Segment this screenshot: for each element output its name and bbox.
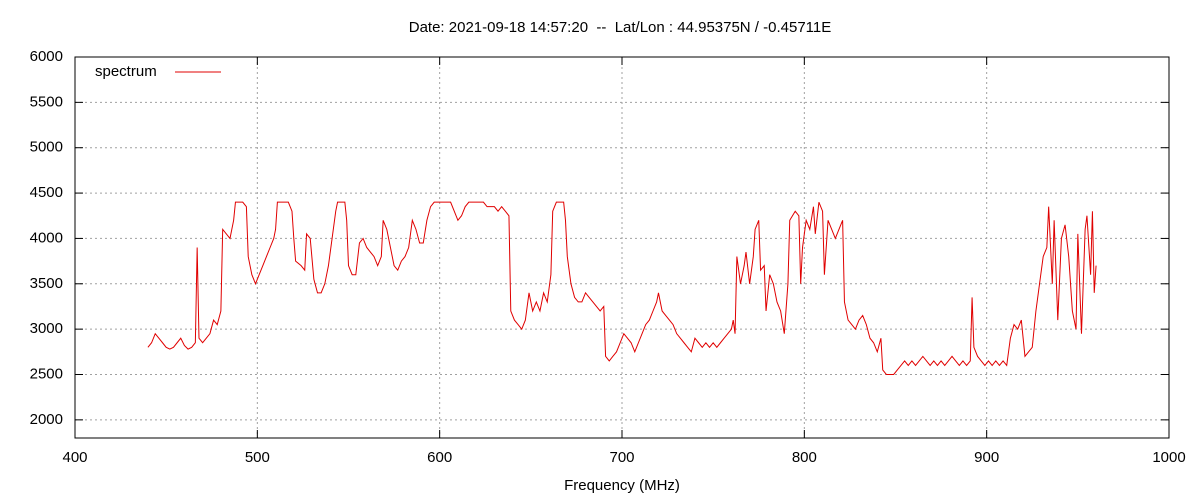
x-axis-label: Frequency (MHz) (564, 477, 680, 494)
y-tick-label: 2500 (30, 365, 63, 382)
x-tick-label: 700 (609, 449, 634, 466)
x-tick-label: 600 (427, 449, 452, 466)
x-tick-label: 500 (245, 449, 270, 466)
y-tick-label: 2000 (30, 411, 63, 428)
legend-label: spectrum (95, 63, 157, 80)
y-tick-label: 4000 (30, 229, 63, 246)
x-tick-label: 400 (62, 449, 87, 466)
y-tick-label: 6000 (30, 48, 63, 65)
x-tick-label: 1000 (1152, 449, 1185, 466)
y-tick-label: 5000 (30, 139, 63, 156)
y-tick-label: 3500 (30, 275, 63, 292)
x-tick-label: 800 (792, 449, 817, 466)
y-tick-label: 5500 (30, 93, 63, 110)
spectrum-line (147, 201, 1097, 375)
chart-title: Date: 2021-09-18 14:57:20 -- Lat/Lon : 4… (409, 19, 832, 36)
x-tick-label: 900 (974, 449, 999, 466)
y-tick-label: 3000 (30, 320, 63, 337)
plot-frame (74, 56, 1170, 439)
y-tick-label: 4500 (30, 184, 63, 201)
